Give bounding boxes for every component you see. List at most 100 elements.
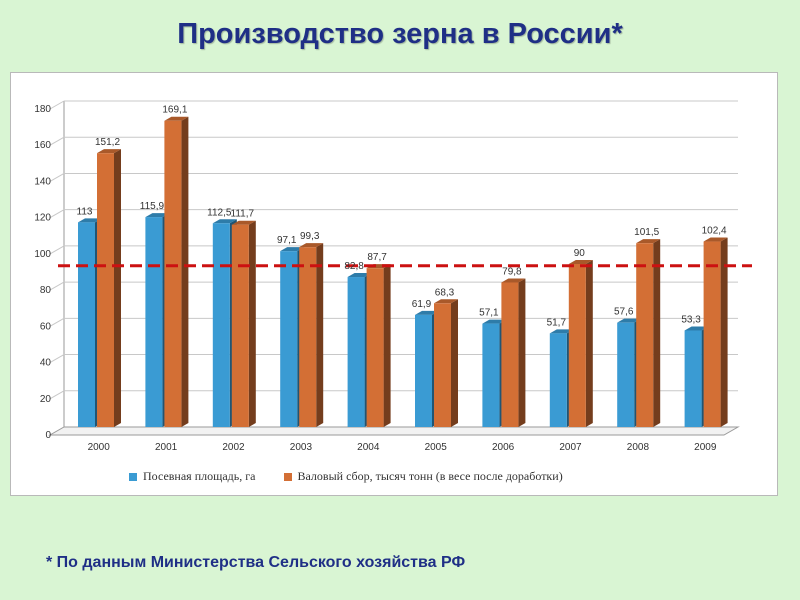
bar	[347, 277, 365, 427]
data-label: 151,2	[95, 137, 120, 148]
gridline-depth	[49, 390, 65, 400]
legend-swatch-series-1	[129, 472, 137, 481]
data-label: 115,9	[140, 201, 165, 212]
bar	[145, 217, 163, 427]
bar	[231, 224, 249, 427]
data-label: 68,3	[435, 287, 455, 298]
data-label: 61,9	[412, 299, 432, 310]
bar-top	[212, 219, 237, 224]
gridline-depth	[49, 209, 65, 219]
bar-top	[636, 239, 661, 244]
bar-top	[78, 218, 102, 223]
data-label: 53,3	[681, 314, 701, 325]
data-label: 57,1	[479, 308, 499, 319]
bar-top	[434, 299, 458, 304]
bar	[164, 120, 182, 427]
bar-top	[299, 243, 324, 248]
bar-side	[316, 243, 324, 427]
bar-top	[415, 310, 439, 315]
bar-top	[549, 329, 574, 334]
bar	[299, 247, 317, 427]
legend-item-series-2: Валовый сбор, тысяч тонн (в весе после д…	[283, 469, 563, 484]
bar	[280, 251, 298, 427]
bar-top	[684, 326, 709, 331]
y-tick-label: 120	[34, 213, 51, 224]
gridline-depth	[49, 317, 65, 327]
x-tick-label: 2006	[492, 442, 515, 453]
x-tick-label: 2004	[357, 442, 380, 453]
bar-top	[347, 273, 372, 278]
bar	[482, 323, 500, 427]
legend-label-series-1: Посевная площадь, га	[143, 469, 256, 483]
y-tick-label: 0	[45, 430, 51, 441]
y-tick-label: 140	[34, 176, 51, 187]
bar-side	[248, 220, 256, 427]
bar-top	[482, 319, 507, 324]
legend-label-series-2: Валовый сбор, тысяч тонн (в весе после д…	[297, 469, 563, 483]
data-label: 111,7	[231, 209, 255, 220]
chart-floor	[48, 426, 740, 436]
bar	[415, 314, 432, 427]
bar-side	[451, 299, 458, 427]
gridline-depth	[49, 173, 65, 182]
legend-item-series-1: Посевная площадь, га	[129, 469, 256, 484]
y-tick-label: 180	[34, 104, 51, 115]
bar-top	[145, 213, 170, 218]
y-tick-label: 100	[34, 249, 51, 260]
data-label: 87,7	[367, 252, 387, 263]
chart-panel: 0 20 40 60 80 100 120 140 160 180 113 151,2 2000 115,…	[10, 72, 778, 496]
data-label: 79,8	[502, 266, 522, 277]
x-tick-label: 2000	[88, 442, 111, 453]
x-tick-label: 2003	[290, 442, 313, 453]
bar-top	[231, 220, 256, 225]
bar-side	[383, 264, 391, 427]
data-label: 82,8	[344, 261, 364, 272]
bar-side	[518, 278, 526, 427]
footnote: * По данным Министерства Сельского хозяй…	[46, 554, 466, 571]
data-label: 90	[574, 248, 586, 259]
gridline-depth	[49, 354, 65, 363]
bar	[636, 243, 654, 427]
gridline-depth	[49, 136, 65, 146]
gridline-depth	[49, 100, 65, 110]
bar-side	[653, 239, 661, 427]
bar-side	[585, 260, 593, 427]
y-tick-label: 40	[40, 358, 52, 369]
bar-top	[97, 149, 121, 154]
bars	[78, 116, 728, 427]
x-tick-label: 2005	[425, 442, 448, 453]
bar-top	[501, 278, 526, 283]
bar	[97, 153, 114, 427]
bar	[78, 222, 95, 427]
x-tick-label: 2008	[627, 442, 650, 453]
x-tick-label: 2009	[694, 442, 717, 453]
data-label: 169,1	[162, 105, 187, 116]
x-tick-label: 2007	[559, 442, 582, 453]
x-tick-label: 2001	[155, 442, 178, 453]
legend-swatch-series-2	[283, 472, 292, 481]
y-tick-label: 60	[40, 321, 52, 332]
bar-top	[568, 260, 593, 264]
y-tick-label: 160	[34, 140, 51, 151]
bar-side	[181, 116, 189, 427]
bar	[703, 241, 721, 427]
bar	[434, 303, 451, 427]
bar	[549, 333, 567, 427]
data-label: 51,7	[547, 317, 567, 328]
bar	[501, 282, 519, 427]
data-label: 101,5	[634, 227, 659, 238]
data-label: 102,4	[702, 226, 727, 237]
data-label: 99,3	[300, 231, 320, 242]
bar	[212, 223, 230, 427]
gridline-depth	[49, 245, 65, 255]
y-tick-label: 20	[40, 394, 52, 405]
bar-top	[703, 237, 728, 242]
data-label: 112,5	[207, 207, 232, 218]
data-label: 113	[77, 206, 93, 217]
gridline-depth	[49, 281, 65, 291]
bar-side	[114, 149, 121, 427]
bar	[568, 264, 586, 427]
bar-side	[720, 237, 728, 427]
data-label: 97,1	[277, 235, 297, 246]
bar-chart: 0 20 40 60 80 100 120 140 160 180 113 151,2 2000 115,…	[34, 100, 752, 453]
